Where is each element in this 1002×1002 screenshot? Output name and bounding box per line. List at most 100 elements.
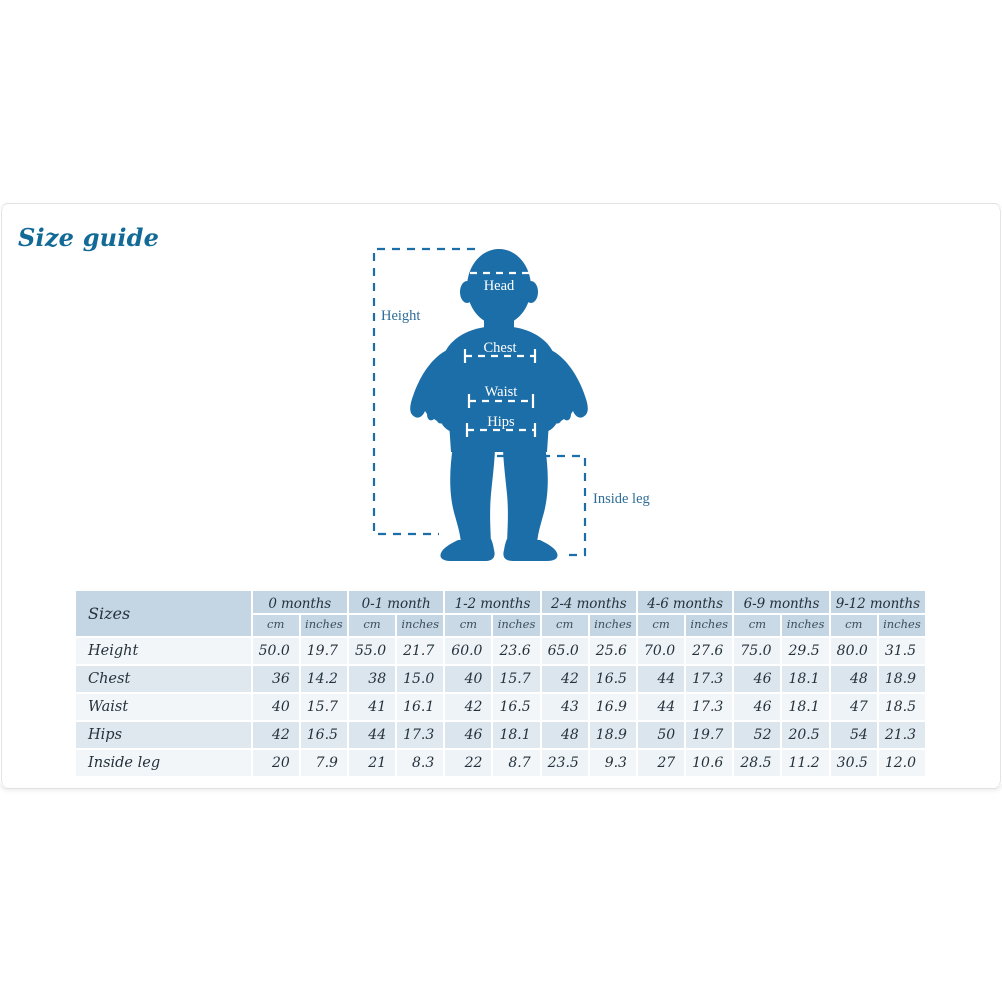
row-label-chest: Chest xyxy=(76,666,251,692)
header-unit-cm: cm xyxy=(348,615,396,636)
row-label-height: Height xyxy=(76,638,251,664)
header-unit-inches: inches xyxy=(782,615,829,636)
header-size-1-2-months: 1-2 months xyxy=(445,591,540,613)
header-unit-cm: cm xyxy=(252,615,299,636)
inside-leg-bracket xyxy=(497,454,587,557)
cell-value-inches: 15.7 xyxy=(493,666,540,692)
cell-value-cm: 47 xyxy=(830,694,877,720)
cell-value-cm: 42 xyxy=(541,666,588,692)
cell-value-cm: 44 xyxy=(637,694,685,720)
header-unit-inches: inches xyxy=(493,615,540,636)
cell-value-cm: 80.0 xyxy=(830,638,877,664)
table-row: Inside leg 20 7.9 21 8.3 22 8.7 23.5 9.3 27 10.6 28… xyxy=(76,750,925,776)
figure-label-hips: Hips xyxy=(487,414,515,430)
header-unit-inches: inches xyxy=(300,615,347,636)
cell-value-cm: 60.0 xyxy=(445,638,492,664)
cell-value-cm: 20 xyxy=(252,750,299,776)
cell-value-inches: 7.9 xyxy=(300,750,347,776)
cell-value-inches: 12.0 xyxy=(878,750,925,776)
cell-value-inches: 16.5 xyxy=(493,694,540,720)
row-label-hips: Hips xyxy=(76,722,251,748)
cell-value-cm: 43 xyxy=(541,694,588,720)
cell-value-inches: 19.7 xyxy=(300,638,347,664)
table-head: Sizes 0 months 0-1 month 1-2 months 2-4 … xyxy=(76,591,925,636)
cell-value-inches: 16.1 xyxy=(397,694,444,720)
cell-value-inches: 11.2 xyxy=(782,750,829,776)
cell-value-cm: 44 xyxy=(348,722,396,748)
table-row: Hips 42 16.5 44 17.3 46 18.1 48 18.9 50 19.7 52 20.5… xyxy=(76,722,925,748)
figure-label-head: Head xyxy=(484,278,515,294)
figure-label-chest: Chest xyxy=(483,340,516,356)
cell-value-inches: 17.3 xyxy=(686,666,733,692)
header-unit-cm: cm xyxy=(637,615,685,636)
table-header-unit-row: cm inches cm inches cm inches cm inches … xyxy=(76,615,925,636)
cell-value-cm: 44 xyxy=(637,666,685,692)
cell-value-inches: 16.9 xyxy=(589,694,636,720)
cell-value-cm: 50 xyxy=(637,722,685,748)
size-guide-card-inner: Size guide xyxy=(1,204,1001,788)
cell-value-inches: 15.7 xyxy=(300,694,347,720)
cell-value-inches: 17.3 xyxy=(686,694,733,720)
baby-silhouette-icon xyxy=(410,249,588,561)
figure-label-height: Height xyxy=(381,308,420,324)
cell-value-cm: 46 xyxy=(445,722,492,748)
cell-value-cm: 46 xyxy=(734,694,781,720)
cell-value-cm: 46 xyxy=(734,666,781,692)
cell-value-inches: 25.6 xyxy=(589,638,636,664)
cell-value-inches: 18.9 xyxy=(589,722,636,748)
cell-value-cm: 42 xyxy=(252,722,299,748)
cell-value-inches: 18.1 xyxy=(493,722,540,748)
cell-value-cm: 23.5 xyxy=(541,750,588,776)
cell-value-inches: 16.5 xyxy=(589,666,636,692)
cell-value-cm: 27 xyxy=(637,750,685,776)
header-unit-cm: cm xyxy=(830,615,877,636)
header-unit-inches: inches xyxy=(397,615,444,636)
header-sizes: Sizes xyxy=(76,591,251,636)
cell-value-cm: 30.5 xyxy=(830,750,877,776)
table-row: Chest 36 14.2 38 15.0 40 15.7 42 16.5 44 17.3 46 18.… xyxy=(76,666,925,692)
row-label-waist: Waist xyxy=(76,694,251,720)
size-chart-table: Sizes 0 months 0-1 month 1-2 months 2-4 … xyxy=(74,589,927,778)
cell-value-cm: 22 xyxy=(445,750,492,776)
header-unit-cm: cm xyxy=(445,615,492,636)
measurement-guides xyxy=(463,271,537,437)
header-size-6-9-months: 6-9 months xyxy=(734,591,829,613)
size-guide-card: Size guide xyxy=(0,203,1002,789)
table-row: Height 50.0 19.7 55.0 21.7 60.0 23.6 65.0 25.6 70… xyxy=(76,638,925,664)
cell-value-cm: 65.0 xyxy=(541,638,588,664)
cell-value-inches: 18.9 xyxy=(878,666,925,692)
cell-value-cm: 52 xyxy=(734,722,781,748)
cell-value-cm: 48 xyxy=(541,722,588,748)
cell-value-cm: 28.5 xyxy=(734,750,781,776)
cell-value-inches: 8.3 xyxy=(397,750,444,776)
cell-value-inches: 10.6 xyxy=(686,750,733,776)
header-unit-inches: inches xyxy=(686,615,733,636)
cell-value-cm: 70.0 xyxy=(637,638,685,664)
cell-value-inches: 15.0 xyxy=(397,666,444,692)
cell-value-cm: 41 xyxy=(348,694,396,720)
cell-value-cm: 36 xyxy=(252,666,299,692)
height-bracket xyxy=(372,247,475,536)
cell-value-inches: 14.2 xyxy=(300,666,347,692)
cell-value-cm: 54 xyxy=(830,722,877,748)
cell-value-inches: 17.3 xyxy=(397,722,444,748)
header-unit-inches: inches xyxy=(589,615,636,636)
cell-value-inches: 27.6 xyxy=(686,638,733,664)
cell-value-inches: 19.7 xyxy=(686,722,733,748)
header-size-2-4-months: 2-4 months xyxy=(541,591,636,613)
table-header-group-row: Sizes 0 months 0-1 month 1-2 months 2-4 … xyxy=(76,591,925,636)
header-size-4-6-months: 4-6 months xyxy=(637,591,733,613)
cell-value-cm: 38 xyxy=(348,666,396,692)
cell-value-inches: 9.3 xyxy=(589,750,636,776)
cell-value-inches: 20.5 xyxy=(782,722,829,748)
cell-value-cm: 21 xyxy=(348,750,396,776)
cell-value-cm: 48 xyxy=(830,666,877,692)
cell-value-inches: 31.5 xyxy=(878,638,925,664)
row-label-inside-leg: Inside leg xyxy=(76,750,251,776)
cell-value-inches: 18.1 xyxy=(782,694,829,720)
table-body: Height 50.0 19.7 55.0 21.7 60.0 23.6 65.0 25.6 70… xyxy=(76,638,925,776)
header-unit-cm: cm xyxy=(734,615,781,636)
cell-value-inches: 23.6 xyxy=(493,638,540,664)
cell-value-cm: 75.0 xyxy=(734,638,781,664)
